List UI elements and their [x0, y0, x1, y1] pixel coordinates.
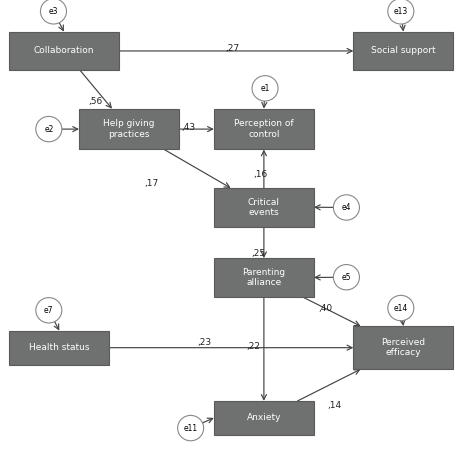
- Text: e3: e3: [49, 7, 58, 16]
- FancyBboxPatch shape: [353, 32, 453, 70]
- Text: ,25: ,25: [251, 249, 265, 258]
- FancyBboxPatch shape: [214, 109, 314, 149]
- Text: e11: e11: [184, 424, 198, 433]
- Text: e1: e1: [260, 84, 270, 93]
- Text: e14: e14: [394, 304, 408, 313]
- Text: ,56: ,56: [88, 97, 102, 106]
- FancyBboxPatch shape: [214, 258, 314, 297]
- Text: ,17: ,17: [144, 179, 158, 188]
- Text: Parenting
alliance: Parenting alliance: [242, 268, 286, 287]
- Text: e2: e2: [44, 125, 53, 134]
- Text: Anxiety: Anxiety: [246, 414, 281, 422]
- Circle shape: [388, 295, 414, 321]
- Circle shape: [36, 116, 62, 142]
- Text: ,14: ,14: [328, 401, 342, 410]
- Text: ,22: ,22: [246, 342, 260, 351]
- Text: e13: e13: [394, 7, 408, 16]
- Text: Social support: Social support: [371, 47, 436, 55]
- Text: ,43: ,43: [181, 123, 195, 132]
- FancyBboxPatch shape: [214, 188, 314, 226]
- Text: Perceived
efficacy: Perceived efficacy: [381, 338, 425, 357]
- FancyBboxPatch shape: [214, 401, 314, 435]
- FancyBboxPatch shape: [79, 109, 179, 149]
- Text: e5: e5: [342, 273, 351, 282]
- Text: Help giving
practices: Help giving practices: [103, 120, 155, 139]
- Circle shape: [388, 0, 414, 24]
- Text: ,16: ,16: [253, 170, 267, 179]
- Circle shape: [40, 0, 66, 24]
- Text: Critical
events: Critical events: [248, 198, 280, 217]
- FancyBboxPatch shape: [353, 326, 453, 369]
- FancyBboxPatch shape: [9, 331, 109, 365]
- Text: ,40: ,40: [319, 304, 332, 313]
- Circle shape: [333, 195, 359, 220]
- Circle shape: [178, 415, 204, 441]
- Circle shape: [333, 265, 359, 290]
- Circle shape: [36, 298, 62, 323]
- Text: e7: e7: [44, 306, 53, 315]
- Text: ,23: ,23: [198, 337, 212, 347]
- Circle shape: [252, 76, 278, 101]
- Text: ,27: ,27: [226, 44, 239, 53]
- FancyBboxPatch shape: [9, 32, 119, 70]
- Text: Health status: Health status: [29, 343, 90, 352]
- Text: Collaboration: Collaboration: [33, 47, 94, 55]
- Text: Perception of
control: Perception of control: [234, 120, 294, 139]
- Text: e4: e4: [342, 203, 351, 212]
